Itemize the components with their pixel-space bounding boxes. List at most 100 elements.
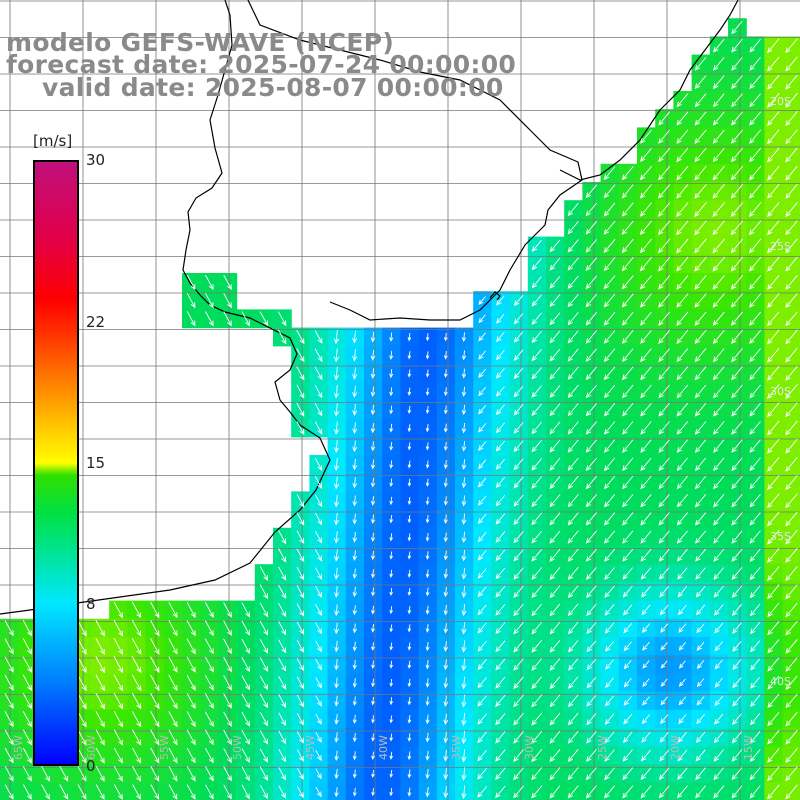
wind-arrow <box>352 586 357 598</box>
wind-arrow <box>640 548 652 562</box>
wind-arrow <box>186 620 196 637</box>
wind-arrow <box>352 605 357 616</box>
wind-arrow <box>241 748 250 764</box>
wind-arrow <box>677 767 688 781</box>
wind-arrow <box>785 784 798 800</box>
wind-arrow <box>785 420 798 436</box>
wind-arrow <box>389 569 393 578</box>
wind-arrow <box>513 749 524 762</box>
wind-arrow <box>731 366 743 381</box>
wind-arrow <box>315 622 322 635</box>
wind-cell <box>218 782 238 800</box>
wind-arrow <box>712 93 725 108</box>
wind-arrow <box>676 220 689 236</box>
wind-arrow <box>749 366 761 381</box>
wind-arrow <box>640 785 652 799</box>
wind-arrow <box>549 330 561 344</box>
wind-arrow <box>622 767 634 781</box>
wind-arrow <box>749 402 761 417</box>
wind-arrow <box>315 604 323 617</box>
wind-arrow <box>785 329 798 345</box>
wind-arrow <box>586 603 597 617</box>
wind-arrow <box>352 404 358 416</box>
wind-arrow <box>713 548 725 562</box>
wind-arrow <box>658 348 670 363</box>
wind-arrow <box>659 731 669 743</box>
wind-arrow <box>315 713 322 725</box>
wind-arrow <box>640 129 652 144</box>
wind-arrow <box>785 293 798 308</box>
wind-arrow <box>731 329 743 344</box>
wind-arrow <box>407 351 412 360</box>
wind-arrow <box>186 656 196 673</box>
wind-arrow <box>676 348 689 363</box>
wind-arrow <box>425 387 430 396</box>
wind-arrow <box>425 333 430 342</box>
wind-arrow <box>95 637 105 655</box>
wind-arrow <box>513 621 524 635</box>
wind-arrow <box>443 604 448 616</box>
wind-arrow <box>622 731 633 744</box>
wind-arrow <box>676 548 688 562</box>
wind-arrow <box>730 238 744 254</box>
wind-arrow <box>695 567 706 580</box>
wind-arrow <box>660 714 669 725</box>
wind-arrow <box>767 256 780 272</box>
wind-arrow <box>77 747 87 764</box>
wind-arrow <box>604 785 616 799</box>
wind-arrow <box>549 457 561 471</box>
wind-arrow <box>259 620 269 636</box>
wind-arrow <box>296 767 304 780</box>
wind-arrow <box>425 786 430 798</box>
wind-arrow <box>749 75 761 89</box>
wind-arrow <box>676 93 689 108</box>
wind-arrow <box>622 530 634 544</box>
wind-arrow <box>296 639 304 653</box>
wind-arrow <box>278 639 287 654</box>
wind-arrow <box>389 332 394 342</box>
wind-arrow <box>41 784 50 800</box>
wind-arrow <box>334 659 339 671</box>
wind-arrow <box>477 659 487 671</box>
wind-arrow <box>531 676 543 690</box>
wind-arrow <box>732 713 742 725</box>
wind-arrow <box>22 729 32 746</box>
wind-arrow <box>750 694 761 708</box>
wind-arrow <box>334 732 339 743</box>
wind-arrow <box>113 784 123 800</box>
wind-arrow <box>604 731 615 744</box>
colorbar-tick-label: 0 <box>86 757 96 775</box>
wind-arrow <box>425 569 430 579</box>
wind-arrow <box>370 496 376 506</box>
wind-arrow <box>314 476 323 490</box>
wind-arrow <box>640 293 652 308</box>
wind-arrow <box>731 530 743 544</box>
wind-arrow <box>461 712 467 726</box>
wind-arrow <box>622 403 634 417</box>
wind-arrow <box>767 147 780 163</box>
wind-arrow <box>495 767 506 780</box>
wind-arrow <box>314 348 323 363</box>
wind-arrow <box>223 784 232 800</box>
wind-arrow <box>132 765 142 782</box>
wind-arrow <box>296 329 305 345</box>
wind-arrow <box>567 330 579 344</box>
wind-arrow <box>712 329 725 344</box>
wind-arrow <box>549 658 561 671</box>
wind-arrow <box>603 366 616 381</box>
wind-arrow <box>443 496 448 506</box>
wind-arrow <box>585 348 597 362</box>
wind-arrow <box>749 348 761 363</box>
wind-arrow <box>296 694 304 708</box>
wind-arrow <box>443 641 449 652</box>
wind-arrow <box>513 603 524 617</box>
wind-arrow <box>477 604 487 616</box>
wind-arrow <box>549 712 561 726</box>
wind-arrow <box>407 460 412 469</box>
wind-arrow <box>658 548 670 562</box>
wind-arrow <box>22 766 32 782</box>
wind-arrow <box>77 692 87 710</box>
wind-arrow <box>585 494 597 508</box>
wind-arrow <box>639 256 652 272</box>
wind-arrow <box>425 496 430 506</box>
